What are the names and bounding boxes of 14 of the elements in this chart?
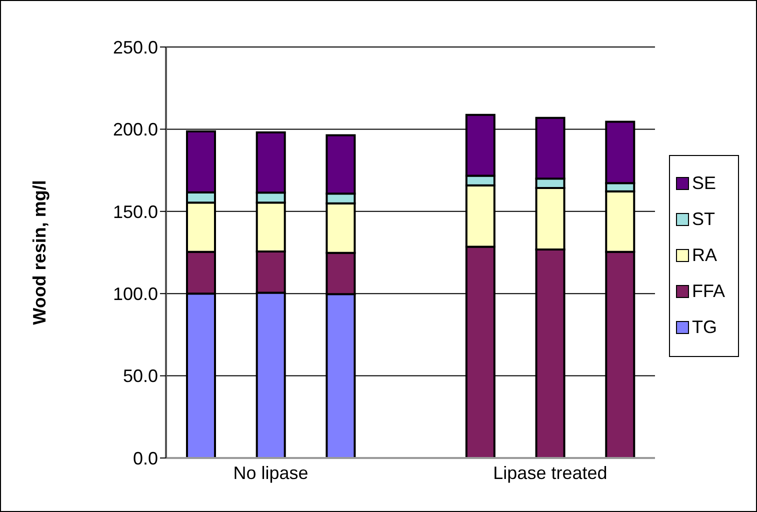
legend-label: FFA: [692, 281, 726, 302]
legend-label: ST: [692, 209, 716, 230]
legend-label: RA: [692, 245, 718, 266]
x-tick-label: No lipase: [233, 462, 308, 483]
legend-label: TG: [692, 317, 717, 338]
y-tick-label: 100.0: [112, 284, 158, 304]
x-tick-label: Lipase treated: [493, 462, 608, 483]
y-tick-label: 150.0: [112, 202, 158, 222]
legend-label: SE: [692, 173, 716, 194]
y-tick-label: 50.0: [122, 366, 158, 386]
y-axis-title: Wood resin, mg/l: [29, 180, 50, 325]
y-tick-label: 250.0: [112, 37, 158, 58]
y-tick-label: 0.0: [132, 448, 158, 468]
y-tick-label: 200.0: [112, 120, 158, 140]
